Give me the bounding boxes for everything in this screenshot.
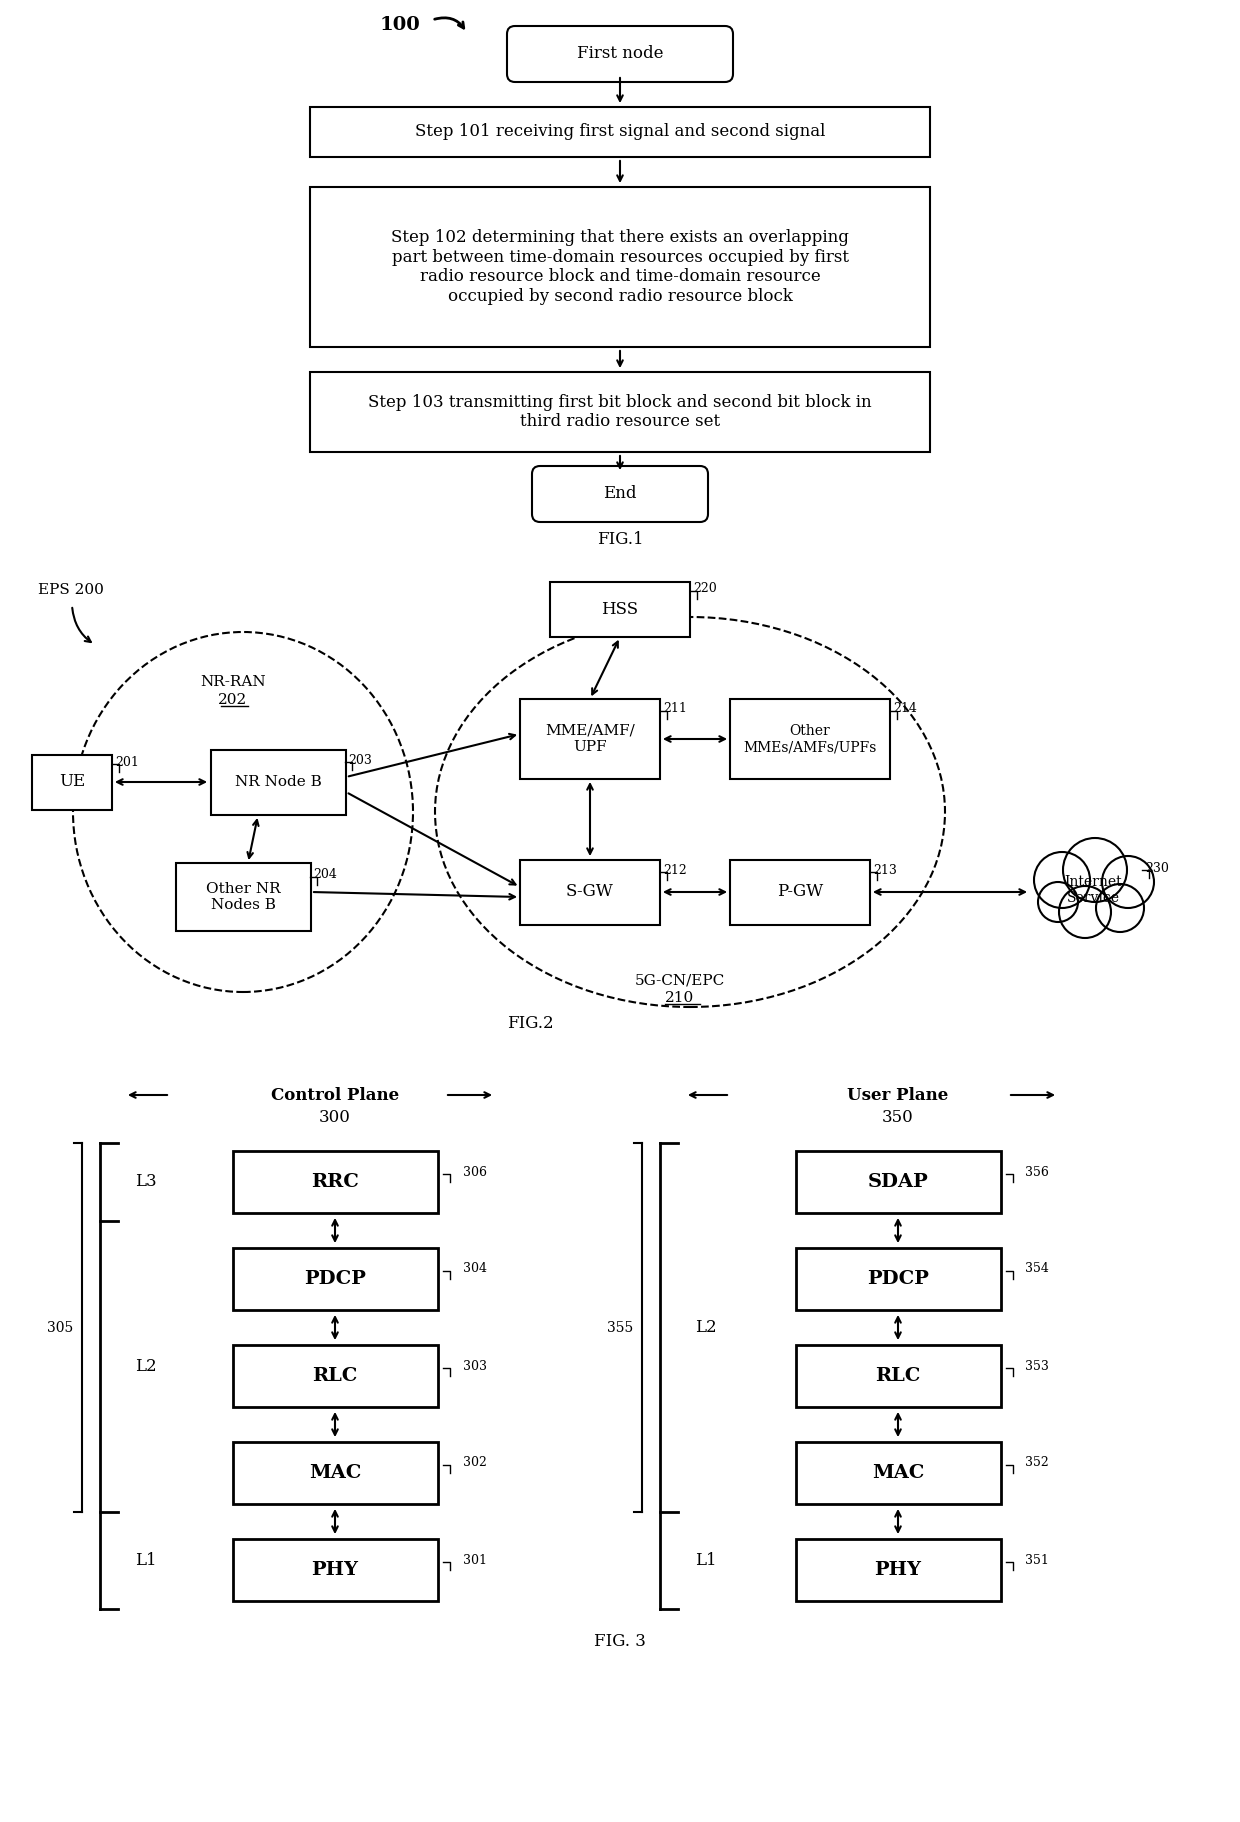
Text: 304: 304 [463,1263,486,1275]
Text: PHY: PHY [311,1561,358,1580]
Text: 100: 100 [379,16,420,35]
Text: RLC: RLC [312,1366,357,1385]
FancyBboxPatch shape [233,1152,438,1213]
Text: MAC: MAC [309,1465,361,1481]
Text: Step 101 receiving first signal and second signal: Step 101 receiving first signal and seco… [415,124,825,140]
Ellipse shape [73,632,413,991]
Text: FIG.2: FIG.2 [507,1015,553,1033]
Circle shape [1059,885,1111,938]
Circle shape [1102,856,1154,907]
FancyBboxPatch shape [796,1441,1001,1503]
Text: 220: 220 [693,583,717,596]
FancyBboxPatch shape [730,860,870,924]
Text: 203: 203 [348,754,372,767]
Text: 353: 353 [1025,1359,1049,1372]
Text: 355: 355 [606,1321,634,1334]
FancyBboxPatch shape [211,749,346,814]
FancyBboxPatch shape [507,26,733,82]
Text: L1: L1 [694,1552,717,1569]
Text: 300: 300 [319,1108,351,1126]
Text: 301: 301 [463,1554,486,1567]
Text: NR-RAN: NR-RAN [200,674,265,689]
FancyBboxPatch shape [532,466,708,521]
FancyBboxPatch shape [233,1345,438,1407]
Text: 201: 201 [115,756,139,769]
FancyBboxPatch shape [796,1152,1001,1213]
Text: Control Plane: Control Plane [270,1086,399,1104]
Text: User Plane: User Plane [847,1086,949,1104]
Text: UE: UE [58,774,86,791]
Text: L2: L2 [135,1357,156,1376]
Text: 5G-CN/EPC: 5G-CN/EPC [635,973,725,988]
Text: L3: L3 [135,1173,156,1190]
FancyBboxPatch shape [796,1345,1001,1407]
Text: EPS 200: EPS 200 [38,583,104,598]
Text: L2: L2 [694,1319,717,1336]
FancyBboxPatch shape [310,107,930,157]
Text: Internet
Service: Internet Service [1064,875,1122,906]
Text: 213: 213 [873,864,897,876]
Text: MME/AMF/
UPF: MME/AMF/ UPF [546,723,635,754]
Text: P-GW: P-GW [777,884,823,900]
Text: 210: 210 [666,991,694,1006]
Text: RLC: RLC [875,1366,920,1385]
Text: 350: 350 [882,1108,914,1126]
Circle shape [1063,838,1127,902]
Text: 351: 351 [1025,1554,1049,1567]
FancyBboxPatch shape [233,1540,438,1602]
Text: 354: 354 [1025,1263,1049,1275]
FancyBboxPatch shape [233,1248,438,1310]
Circle shape [1034,853,1090,907]
Text: L1: L1 [135,1552,156,1569]
Text: 302: 302 [463,1456,486,1470]
Text: FIG. 3: FIG. 3 [594,1633,646,1649]
Text: 230: 230 [1145,862,1169,875]
Text: 303: 303 [463,1359,486,1372]
Text: PDCP: PDCP [867,1270,929,1288]
Text: Other NR
Nodes B: Other NR Nodes B [206,882,280,913]
Text: FIG.1: FIG.1 [596,532,644,548]
Text: NR Node B: NR Node B [234,774,321,789]
Text: MAC: MAC [872,1465,924,1481]
Text: 356: 356 [1025,1166,1049,1179]
Text: 305: 305 [47,1321,73,1334]
Text: First node: First node [577,46,663,62]
Text: 202: 202 [218,692,248,707]
Text: Step 103 transmitting first bit block and second bit block in
third radio resour: Step 103 transmitting first bit block an… [368,394,872,430]
FancyBboxPatch shape [520,700,660,780]
FancyBboxPatch shape [233,1441,438,1503]
FancyBboxPatch shape [310,188,930,346]
Text: PHY: PHY [874,1561,921,1580]
FancyBboxPatch shape [520,860,660,924]
FancyBboxPatch shape [551,581,689,636]
Text: 204: 204 [312,869,337,882]
Text: 212: 212 [663,864,687,876]
Text: 214: 214 [893,703,916,716]
Circle shape [1096,884,1145,933]
Text: Step 102 determining that there exists an overlapping
part between time-domain r: Step 102 determining that there exists a… [391,230,849,304]
FancyBboxPatch shape [176,864,310,931]
Text: 352: 352 [1025,1456,1049,1470]
Text: SDAP: SDAP [868,1173,929,1192]
Circle shape [1038,882,1078,922]
Text: HSS: HSS [601,601,639,618]
FancyBboxPatch shape [730,700,890,780]
FancyBboxPatch shape [32,754,112,809]
Text: 211: 211 [663,703,687,716]
FancyBboxPatch shape [796,1540,1001,1602]
Text: 306: 306 [463,1166,486,1179]
Text: End: End [603,485,637,503]
Text: RRC: RRC [311,1173,358,1192]
FancyBboxPatch shape [310,372,930,452]
Text: PDCP: PDCP [304,1270,366,1288]
Text: Other
MMEs/AMFs/UPFs: Other MMEs/AMFs/UPFs [743,723,877,754]
Text: S-GW: S-GW [567,884,614,900]
Ellipse shape [435,618,945,1008]
FancyBboxPatch shape [796,1248,1001,1310]
